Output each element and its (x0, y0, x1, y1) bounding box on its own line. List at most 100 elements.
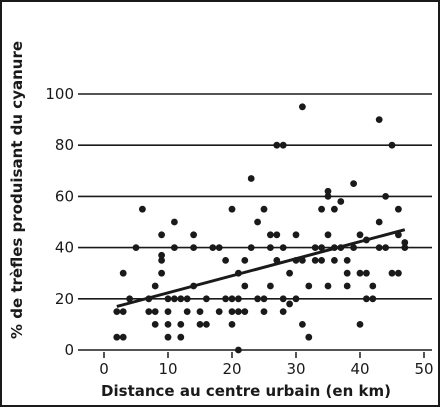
data-point (158, 257, 166, 264)
data-point (279, 244, 287, 252)
y-tick-label: 0 (64, 341, 74, 359)
data-point (286, 300, 293, 308)
data-point (158, 251, 166, 259)
data-point (113, 333, 121, 341)
data-point (209, 244, 217, 252)
data-point (119, 269, 127, 277)
data-point (171, 218, 178, 226)
data-point (369, 295, 377, 303)
data-point (241, 308, 249, 315)
data-point (375, 218, 383, 226)
data-point (177, 321, 185, 328)
data-point (292, 295, 300, 303)
data-point (375, 244, 383, 252)
data-point (260, 295, 268, 303)
data-point (222, 295, 230, 303)
data-point (177, 333, 185, 341)
x-tick-label: 50 (414, 360, 433, 378)
data-point (126, 295, 133, 303)
data-point (119, 333, 127, 341)
data-point (279, 295, 287, 303)
data-point (119, 308, 127, 315)
data-point (260, 308, 268, 315)
y-tick-labels: 0 20 40 60 80 100 (45, 85, 74, 359)
data-point (203, 321, 210, 328)
data-point (279, 141, 287, 149)
data-point (151, 308, 159, 315)
data-point (151, 282, 159, 290)
data-point (145, 308, 153, 315)
data-point (215, 308, 223, 315)
data-point (228, 321, 236, 328)
data-point (164, 308, 172, 315)
data-point (241, 257, 249, 264)
data-point (164, 295, 172, 303)
data-point (247, 244, 255, 252)
data-point (299, 103, 306, 111)
data-point (183, 295, 191, 303)
data-point (151, 321, 159, 328)
data-point (369, 282, 377, 290)
data-point (382, 244, 389, 252)
data-point (305, 333, 313, 341)
x-tick-label: 20 (222, 360, 241, 378)
data-point (324, 282, 332, 290)
data-point (318, 257, 325, 264)
data-point (190, 231, 198, 239)
data-point (190, 244, 198, 252)
data-point (164, 321, 172, 328)
data-point (324, 231, 332, 239)
data-point (311, 244, 319, 252)
data-point (254, 295, 261, 303)
y-tick-label: 40 (55, 239, 74, 257)
data-point (395, 205, 402, 213)
data-point (228, 205, 236, 213)
data-point (337, 198, 345, 205)
data-point (196, 308, 204, 315)
y-tick-label: 80 (55, 136, 74, 154)
data-point (171, 295, 178, 303)
data-point (222, 257, 230, 264)
data-point (279, 308, 287, 315)
data-point (235, 346, 242, 354)
data-point (267, 282, 274, 290)
data-point (375, 116, 383, 123)
data-point (183, 308, 191, 315)
data-point (196, 321, 204, 328)
data-point (299, 321, 306, 328)
data-point (343, 282, 351, 290)
y-tick-label: 100 (45, 85, 74, 103)
data-point (286, 269, 293, 277)
data-point (401, 244, 409, 252)
data-point (273, 141, 281, 149)
data-point (203, 295, 210, 303)
data-point (215, 244, 223, 252)
data-point (247, 175, 255, 182)
data-point (139, 205, 146, 213)
data-point (356, 321, 364, 328)
data-point (235, 295, 242, 303)
data-point (318, 205, 325, 213)
data-point (324, 193, 332, 200)
x-axis-label: Distance au centre urbain (en km) (101, 382, 391, 400)
data-point (395, 269, 402, 277)
y-tick-label: 60 (55, 187, 74, 205)
data-point (260, 205, 268, 213)
data-point (177, 295, 185, 303)
data-point (401, 239, 409, 246)
data-point (350, 180, 357, 188)
x-tick-labels: 0 10 20 30 40 50 (99, 352, 434, 378)
data-point (158, 231, 166, 239)
data-point (228, 308, 236, 315)
x-tick-label: 0 (99, 360, 109, 378)
data-point (331, 257, 338, 264)
data-point (132, 244, 140, 252)
data-point (350, 244, 357, 252)
data-point (363, 269, 370, 277)
data-point (113, 308, 121, 315)
data-point (382, 193, 389, 200)
data-point (171, 244, 178, 252)
x-tick-label: 40 (350, 360, 369, 378)
data-point (363, 295, 370, 303)
